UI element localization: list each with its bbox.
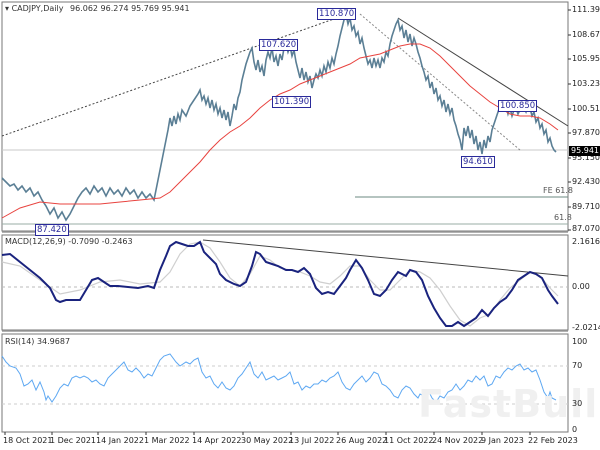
price-axis-label: 92.430 (572, 177, 600, 186)
price-axis-label: 100.510 (572, 104, 600, 113)
price-axis-label: 108.670 (572, 30, 600, 39)
dropdown-triangle-icon[interactable]: ▾ (5, 4, 10, 13)
annotation-high-110870: 110.870 (317, 8, 357, 20)
descending-channel-line (359, 13, 521, 151)
annotation-low-94610: 94.610 (461, 156, 495, 168)
macd-axis-label: -2.0214 (572, 323, 600, 332)
watermark: FastBull (418, 382, 599, 426)
ohlc-values: 96.062 96.274 95.769 95.941 (70, 4, 190, 13)
x-axis-label: 14 Apr 2022 (192, 436, 242, 445)
price-axis-label: 105.950 (572, 54, 600, 63)
price-axis-label: 111.390 (572, 5, 600, 14)
moving-average-line (1, 43, 559, 219)
price-axis-label: 103.230 (572, 79, 600, 88)
current-price-tag: 95.941 (569, 146, 600, 156)
descending-trendline (397, 17, 569, 127)
fe-label: FE 61.8 (543, 186, 574, 195)
annotation-low-101390: 101.390 (272, 96, 312, 108)
rsi-title: RSI(14) 34.9687 (5, 337, 71, 346)
price-axis-label: 87.070 (572, 224, 600, 233)
fib-label: 61.8 (554, 213, 572, 222)
price-axis-label: 95.150 (572, 153, 600, 162)
chart-header[interactable]: ▾ CADJPY,Daily 96.062 96.274 95.769 95.9… (5, 4, 190, 13)
macd-title: MACD(12,26,9) -0.7090 -0.2463 (5, 237, 133, 246)
macd-axis-label: 2.1616 (572, 237, 600, 246)
x-axis-label: 24 Nov 2022 (432, 436, 484, 445)
x-axis-label: 1 Mar 2022 (144, 436, 190, 445)
x-axis-label: 11 Oct 2022 (384, 436, 434, 445)
x-axis-label: 13 Jul 2022 (289, 436, 335, 445)
rsi-axis-label: 0 (572, 425, 578, 434)
macd-pane (1, 234, 569, 331)
x-axis-label: 26 Aug 2022 (336, 436, 388, 445)
rsi-axis-label: 100 (572, 337, 588, 346)
macd-signal-line (1, 241, 559, 327)
x-axis-label: 30 May 2022 (241, 436, 294, 445)
price-axis-label: 97.870 (572, 128, 600, 137)
x-axis-label: 14 Jan 2022 (96, 436, 144, 445)
rsi-line (1, 353, 557, 403)
price-axis-label: 89.710 (572, 202, 600, 211)
annotation-high-107620: 107.620 (259, 39, 299, 51)
annotation-high-100850: 100.850 (498, 100, 538, 112)
rsi-pane (1, 333, 569, 433)
rsi-axis-label: 30 (572, 399, 583, 408)
rising-trendline (1, 13, 349, 137)
x-axis-label: 18 Oct 2021 (3, 436, 53, 445)
macd-trendline (202, 239, 569, 277)
x-axis-label: 22 Feb 2023 (528, 436, 578, 445)
symbol-label: CADJPY,Daily (11, 4, 64, 13)
annotation-low-87420: 87.420 (35, 224, 69, 236)
rsi-axis-label: 70 (572, 361, 583, 370)
macd-axis-label: 0.00 (572, 282, 590, 291)
macd-main-line (1, 240, 559, 328)
x-axis-label: 9 Jan 2023 (481, 436, 524, 445)
x-axis-label: 1 Dec 2021 (50, 436, 97, 445)
price-bars (1, 10, 557, 222)
